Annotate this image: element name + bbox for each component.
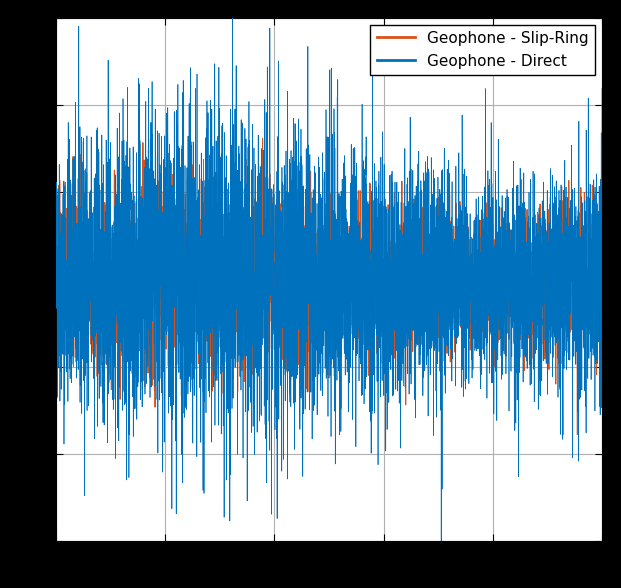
Geophone - Direct	[599, 328, 606, 335]
Geophone - Direct	[261, 96, 268, 103]
Geophone - Slip-Ring	[259, 135, 266, 142]
Geophone - Direct	[438, 553, 445, 560]
Geophone - Slip-Ring	[380, 207, 388, 214]
Geophone - Slip-Ring	[574, 431, 581, 438]
Line: Geophone - Direct: Geophone - Direct	[56, 15, 602, 556]
Geophone - Slip-Ring	[407, 337, 415, 344]
Geophone - Direct	[502, 198, 509, 205]
Geophone - Direct	[460, 378, 468, 385]
Geophone - Direct	[380, 285, 388, 292]
Line: Geophone - Slip-Ring: Geophone - Slip-Ring	[56, 139, 602, 435]
Geophone - Slip-Ring	[152, 202, 159, 209]
Geophone - Slip-Ring	[599, 249, 606, 256]
Geophone - Direct	[152, 225, 159, 232]
Geophone - Slip-Ring	[502, 257, 509, 264]
Geophone - Direct	[407, 240, 415, 247]
Geophone - Slip-Ring	[261, 222, 268, 229]
Legend: Geophone - Slip-Ring, Geophone - Direct: Geophone - Slip-Ring, Geophone - Direct	[371, 25, 595, 75]
Geophone - Direct	[229, 12, 236, 19]
Geophone - Slip-Ring	[52, 293, 60, 300]
Geophone - Slip-Ring	[460, 280, 468, 287]
Geophone - Direct	[52, 245, 60, 252]
